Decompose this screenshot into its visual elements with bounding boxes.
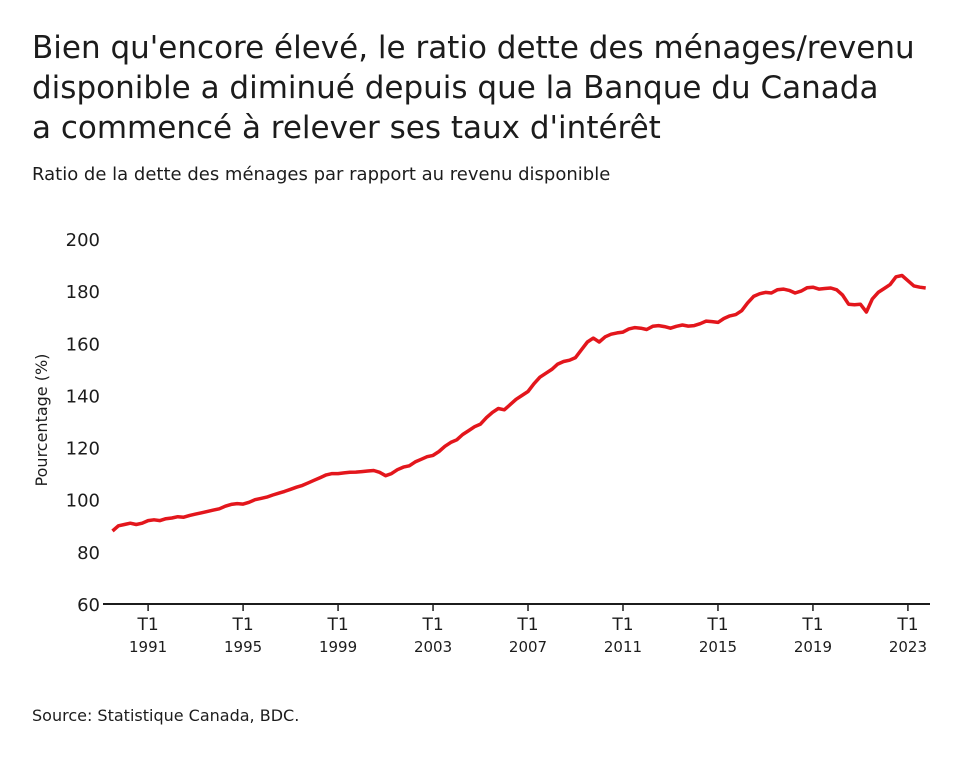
x-tick-label: T1 1999 [319, 615, 357, 656]
y-tick-label: 200 [66, 230, 100, 251]
source: Source: Statistique Canada, BDC. [32, 706, 299, 725]
x-tick-label: T1 1995 [224, 615, 262, 656]
x-tick-label: T1 2003 [414, 615, 452, 656]
x-tick-label: T1 2011 [604, 615, 642, 656]
chart-subtitle: Ratio de la dette des ménages par rappor… [32, 164, 610, 185]
y-tick-label: 60 [77, 595, 100, 616]
chart-title: disponible a diminué depuis que la Banqu… [32, 70, 878, 106]
y-tick-label: 180 [66, 282, 100, 303]
x-tick-label: T1 1991 [129, 615, 167, 656]
y-axis-label: Pourcentage (%) [32, 354, 51, 487]
chart-title: Bien qu'encore élevé, le ratio dette des… [32, 30, 915, 66]
chart-title: a commencé à relever ses taux d'intérêt [32, 110, 661, 146]
x-tick-label: T1 2023 [889, 615, 927, 656]
y-tick-label: 160 [66, 334, 100, 355]
x-tick-label: T1 2019 [794, 615, 832, 656]
data-line [111, 273, 926, 533]
y-tick-label: 100 [66, 491, 100, 512]
x-tick-label: T1 2007 [509, 615, 547, 656]
y-tick-label: 80 [77, 543, 100, 564]
y-tick-label: 120 [66, 439, 100, 460]
x-tick-label: T1 2015 [699, 615, 737, 656]
y-tick-label: 140 [66, 386, 100, 407]
